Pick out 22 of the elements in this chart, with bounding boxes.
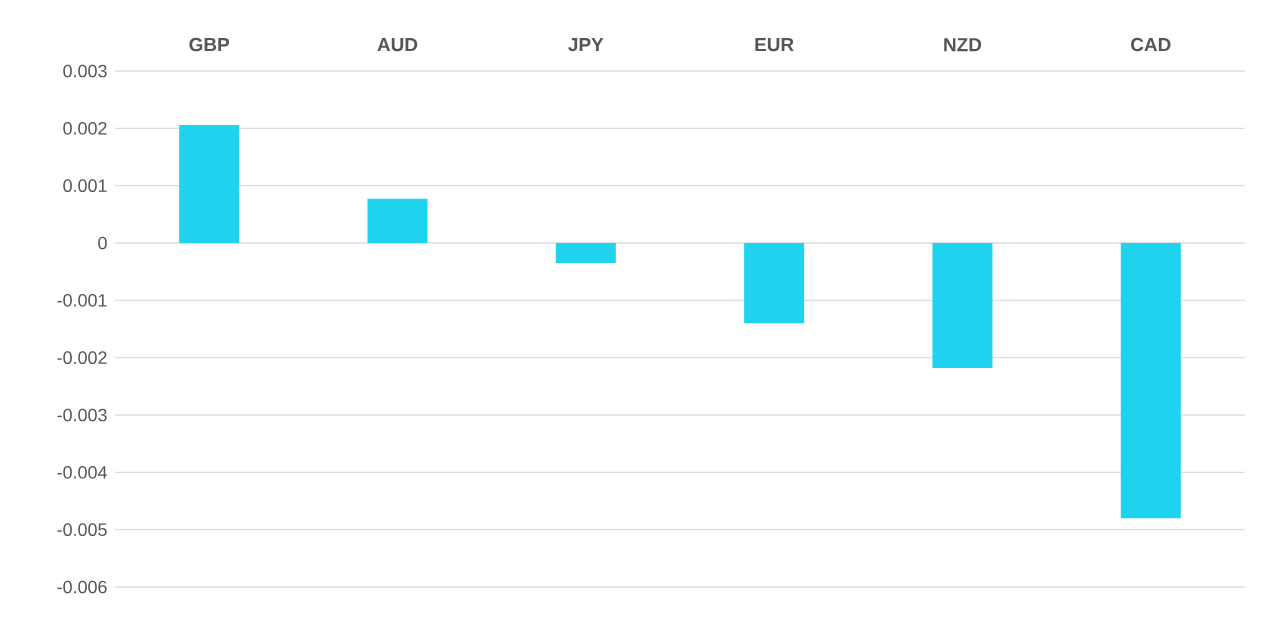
y-tick-label: 0 xyxy=(98,236,107,250)
x-tick-label: CAD xyxy=(1131,37,1171,52)
x-tick-label: EUR xyxy=(755,38,794,52)
x-tick-label: GBP xyxy=(189,37,230,52)
bar xyxy=(932,243,993,368)
bar xyxy=(367,198,428,243)
x-tick-label: NZD xyxy=(944,38,982,52)
bar xyxy=(555,243,616,264)
y-tick-label: -0.002 xyxy=(57,351,107,365)
y-tick-label: -0.005 xyxy=(57,523,107,537)
x-tick-label: JPY xyxy=(568,38,604,52)
y-tick-label: 0.001 xyxy=(63,179,107,193)
y-tick-label: -0.003 xyxy=(57,408,107,422)
y-tick-label: -0.004 xyxy=(57,465,107,479)
bar xyxy=(179,124,240,243)
y-tick-label: -0.001 xyxy=(57,293,107,307)
y-tick-label: 0.002 xyxy=(63,121,107,135)
bar xyxy=(744,243,805,324)
y-tick-label: 0.003 xyxy=(63,64,107,78)
bar xyxy=(1120,243,1181,519)
y-tick-label: -0.006 xyxy=(57,580,107,594)
x-tick-label: AUD xyxy=(377,38,418,52)
